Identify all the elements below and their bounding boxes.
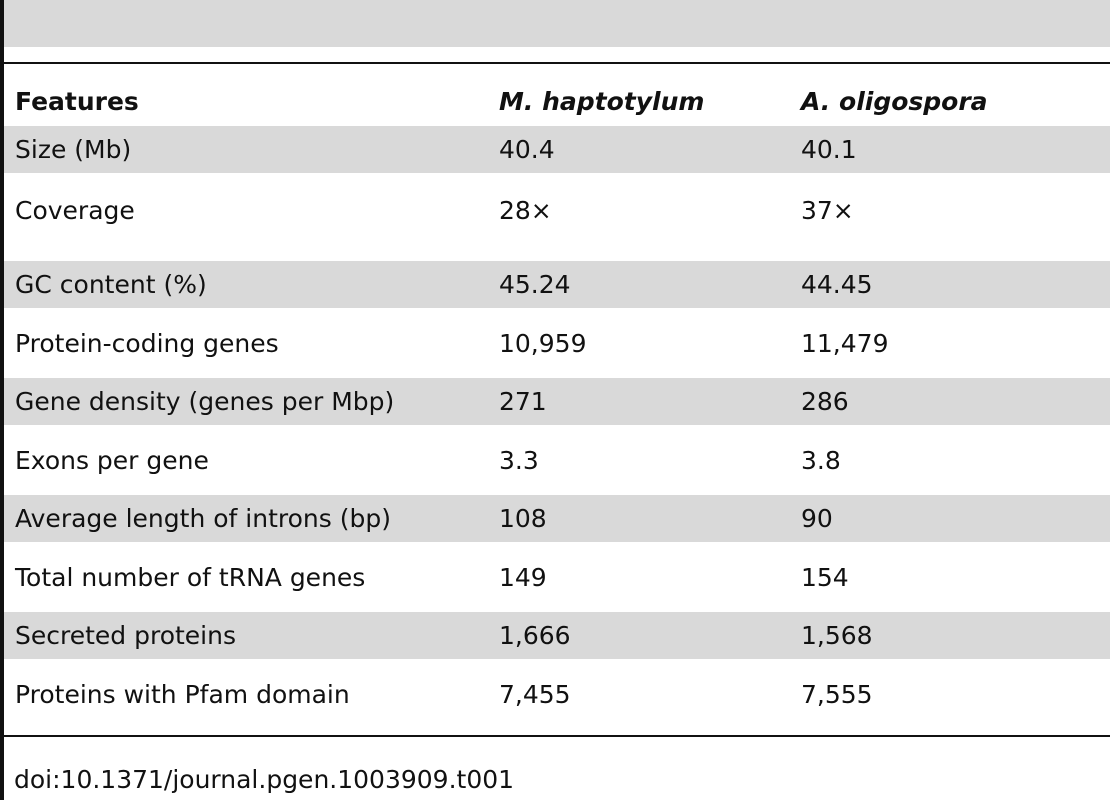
value-a-oligospora: 154 [801, 563, 849, 592]
feature-label: Gene density (genes per Mbp) [15, 387, 395, 416]
table-row-secreted-proteins: Secreted proteins 1,666 1,568 [4, 612, 1110, 659]
feature-label: Proteins with Pfam domain [15, 680, 350, 709]
header-a-oligospora: A. oligospora [801, 87, 988, 116]
feature-label: Average length of introns (bp) [15, 504, 391, 533]
value-a-oligospora: 7,555 [801, 680, 873, 709]
doi-caption: doi:10.1371/journal.pgen.1003909.t001 [14, 765, 515, 794]
left-border [0, 0, 4, 800]
value-a-oligospora: 44.45 [801, 270, 873, 299]
table-row-pfam-domain: Proteins with Pfam domain 7,455 7,555 [4, 671, 1110, 718]
table-row-gene-density: Gene density (genes per Mbp) 271 286 [4, 378, 1110, 425]
table-row-coverage: Coverage 28× 37× [4, 187, 1110, 234]
value-a-oligospora: 286 [801, 387, 849, 416]
table-row-size: Size (Mb) 40.4 40.1 [4, 126, 1110, 173]
value-m-haptotylum: 1,666 [499, 621, 571, 650]
table-row [4, 0, 1110, 47]
table-row-trna-genes: Total number of tRNA genes 149 154 [4, 554, 1110, 601]
feature-label: Coverage [15, 196, 135, 225]
value-a-oligospora: 90 [801, 504, 833, 533]
feature-label: Total number of tRNA genes [15, 563, 366, 592]
table-row-intron-length: Average length of introns (bp) 108 90 [4, 495, 1110, 542]
header-m-haptotylum: M. haptotylum [499, 87, 705, 116]
header-top-rule [0, 62, 1110, 64]
value-a-oligospora: 37× [801, 196, 854, 225]
value-m-haptotylum: 28× [499, 196, 552, 225]
value-m-haptotylum: 7,455 [499, 680, 571, 709]
table-row-protein-coding-genes: Protein-coding genes 10,959 11,479 [4, 320, 1110, 367]
feature-label: Size (Mb) [15, 135, 132, 164]
value-m-haptotylum: 149 [499, 563, 547, 592]
value-a-oligospora: 11,479 [801, 329, 889, 358]
feature-label: Exons per gene [15, 446, 209, 475]
header-features: Features [15, 87, 139, 116]
value-m-haptotylum: 271 [499, 387, 547, 416]
feature-label: Protein-coding genes [15, 329, 279, 358]
value-a-oligospora: 40.1 [801, 135, 857, 164]
value-m-haptotylum: 40.4 [499, 135, 555, 164]
table-row-gc-content: GC content (%) 45.24 44.45 [4, 261, 1110, 308]
value-m-haptotylum: 108 [499, 504, 547, 533]
value-m-haptotylum: 10,959 [499, 329, 587, 358]
value-m-haptotylum: 3.3 [499, 446, 539, 475]
feature-label: Secreted proteins [15, 621, 236, 650]
table-header-row: Features M. haptotylum A. oligospora [4, 78, 1110, 125]
table-row-exons-per-gene: Exons per gene 3.3 3.8 [4, 437, 1110, 484]
feature-label: GC content (%) [15, 270, 207, 299]
table-bottom-rule [0, 735, 1110, 737]
value-m-haptotylum: 45.24 [499, 270, 571, 299]
value-a-oligospora: 1,568 [801, 621, 873, 650]
value-a-oligospora: 3.8 [801, 446, 841, 475]
